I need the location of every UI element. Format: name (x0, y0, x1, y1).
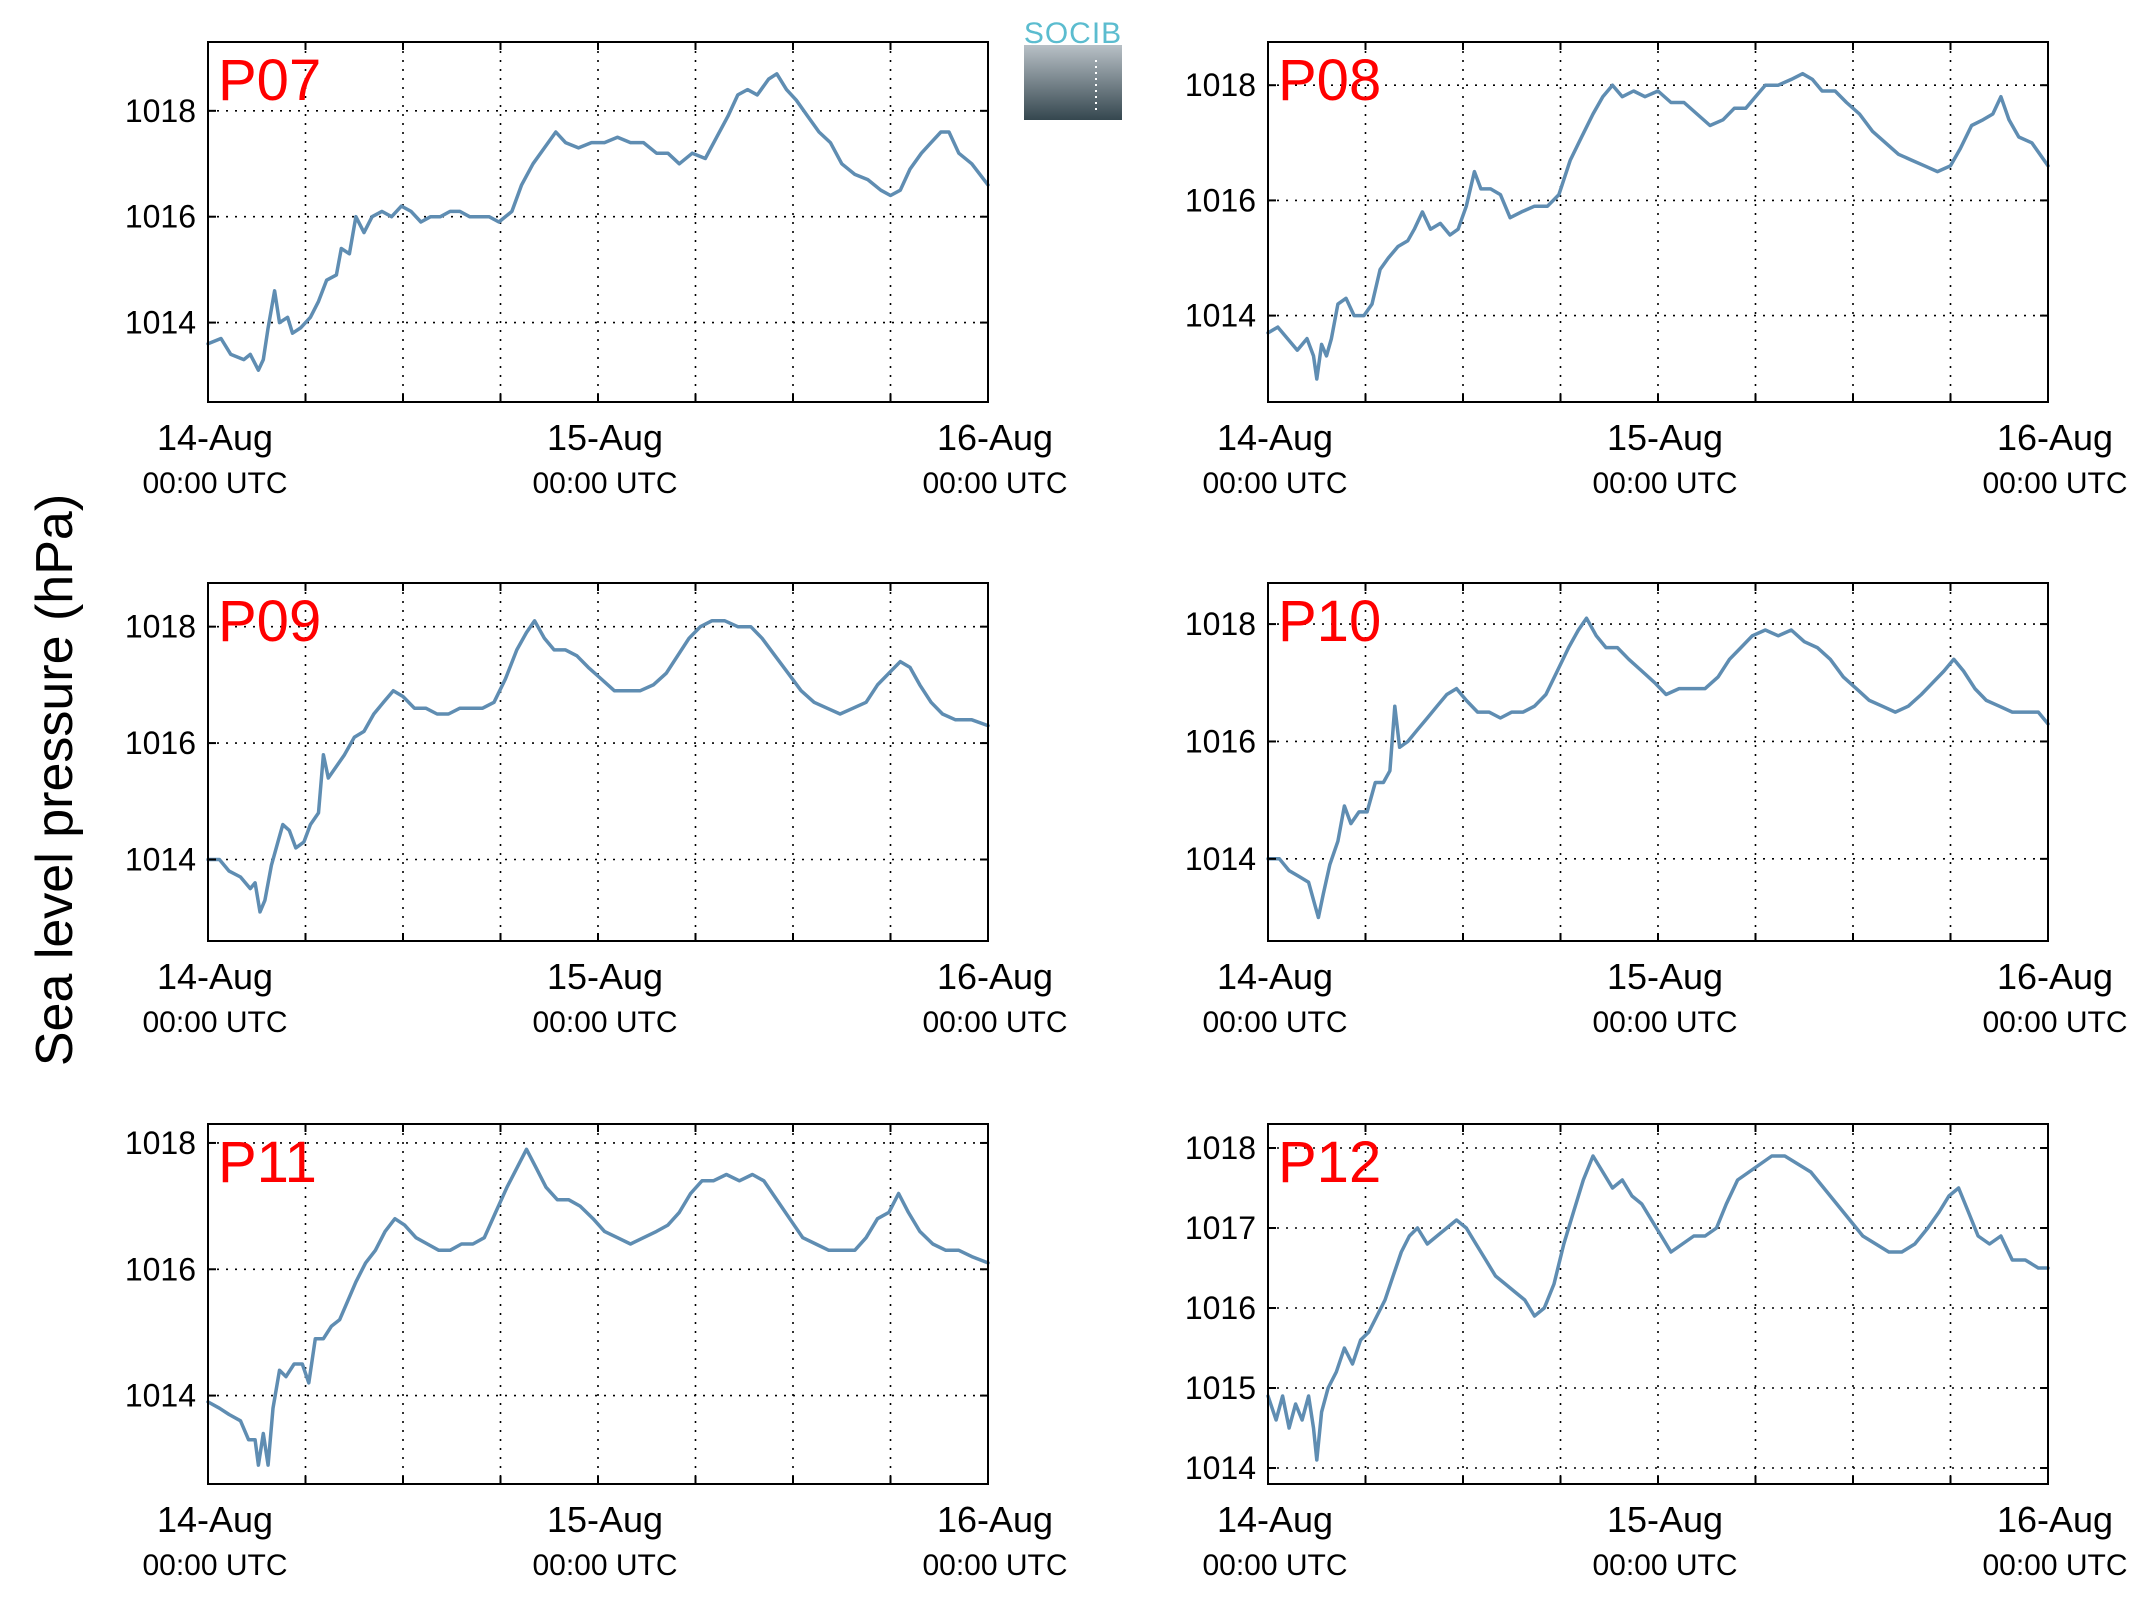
pressure-series-line (1266, 71, 2050, 381)
station-label: P08 (1278, 48, 1381, 113)
socib-logo: SOCIB (1024, 17, 1122, 120)
y-tick-label: 1014 (125, 842, 196, 878)
x-tick-time-label: 00:00 UTC (1202, 1549, 1347, 1582)
x-tick-date-label: 16-Aug (937, 417, 1053, 458)
x-tick-time-label: 00:00 UTC (1202, 467, 1347, 500)
station-label: P11 (218, 1130, 317, 1195)
chart-panel-p09: 1014 1016 1018 14-Aug 00:00 UTC 15-Aug 00:00 U… (125, 582, 1068, 1039)
socib-logo-panel (1024, 45, 1122, 120)
y-tick-label: 1015 (1185, 1370, 1256, 1406)
y-tick-label: 1016 (1185, 723, 1256, 759)
x-tick-time-label: 00:00 UTC (142, 467, 287, 500)
y-tick-label: 1017 (1185, 1210, 1256, 1246)
station-label: P10 (1278, 589, 1381, 654)
x-tick-date-label: 16-Aug (937, 1499, 1053, 1540)
x-tick-date-label: 14-Aug (157, 956, 273, 997)
x-tick-time-label: 00:00 UTC (922, 1549, 1067, 1582)
x-tick-time-label: 00:00 UTC (1592, 1006, 1737, 1039)
y-tick-label: 1016 (125, 199, 196, 235)
y-tick-label: 1016 (125, 1251, 196, 1287)
x-tick-time-label: 00:00 UTC (1202, 1006, 1347, 1039)
x-tick-time-label: 00:00 UTC (922, 467, 1067, 500)
x-tick-date-label: 16-Aug (1997, 417, 2113, 458)
x-tick-time-label: 00:00 UTC (1982, 467, 2127, 500)
station-label: P09 (218, 589, 321, 654)
pressure-series-line (1266, 1154, 2050, 1462)
station-label: P07 (218, 48, 321, 113)
x-tick-time-label: 00:00 UTC (142, 1549, 287, 1582)
y-tick-label: 1018 (125, 93, 196, 129)
x-tick-date-label: 16-Aug (937, 956, 1053, 997)
x-tick-date-label: 14-Aug (1217, 1499, 1333, 1540)
y-tick-label: 1014 (125, 305, 196, 341)
y-tick-label: 1014 (1185, 298, 1256, 334)
pressure-series-line (1266, 616, 2050, 920)
socib-logo-text: SOCIB (1024, 17, 1122, 50)
y-tick-label: 1016 (1185, 1290, 1256, 1326)
y-tick-label: 1018 (1185, 606, 1256, 642)
x-tick-date-label: 14-Aug (1217, 956, 1333, 997)
x-tick-time-label: 00:00 UTC (532, 1549, 677, 1582)
y-axis-label: Sea level pressure (hPa) (26, 494, 84, 1066)
chart-panel-p11: 1014 1016 1018 14-Aug 00:00 UTC 15-Aug 00:00 U… (125, 1123, 1068, 1582)
x-tick-date-label: 15-Aug (1607, 1499, 1723, 1540)
x-tick-time-label: 00:00 UTC (922, 1006, 1067, 1039)
chart-panel-p08: 1014 1016 1018 14-Aug 00:00 UTC 15-Aug 00:00 U… (1185, 41, 2128, 500)
y-tick-label: 1018 (125, 609, 196, 645)
x-tick-date-label: 15-Aug (547, 417, 663, 458)
x-tick-date-label: 14-Aug (1217, 417, 1333, 458)
chart-panel-p10: 1014 1016 1018 14-Aug 00:00 UTC 15-Aug 00:00 U… (1185, 582, 2128, 1039)
x-tick-date-label: 15-Aug (547, 956, 663, 997)
pressure-series-line (206, 619, 990, 914)
x-tick-date-label: 15-Aug (1607, 956, 1723, 997)
y-tick-label: 1018 (1185, 1130, 1256, 1166)
x-tick-time-label: 00:00 UTC (1982, 1549, 2127, 1582)
y-tick-label: 1014 (1185, 1450, 1256, 1486)
plot-frame (1267, 582, 2049, 942)
pressure-series-line (206, 72, 990, 372)
y-tick-label: 1016 (125, 725, 196, 761)
pressure-series-line (206, 1147, 990, 1467)
x-tick-date-label: 14-Aug (157, 417, 273, 458)
chart-panels: 1014 1016 1018 14-Aug 00:00 UTC 15-Aug 00:00 U… (125, 41, 2128, 1582)
y-tick-label: 1018 (1185, 67, 1256, 103)
x-tick-time-label: 00:00 UTC (1982, 1006, 2127, 1039)
x-tick-time-label: 00:00 UTC (532, 1006, 677, 1039)
x-tick-time-label: 00:00 UTC (1592, 467, 1737, 500)
x-tick-date-label: 14-Aug (157, 1499, 273, 1540)
y-tick-label: 1016 (1185, 182, 1256, 218)
station-label: P12 (1278, 1130, 1381, 1195)
x-tick-time-label: 00:00 UTC (142, 1006, 287, 1039)
x-tick-date-label: 15-Aug (1607, 417, 1723, 458)
chart-panel-p07: 1014 1016 1018 14-Aug 00:00 UTC 15-Aug 00:00 U… (125, 41, 1068, 500)
x-tick-time-label: 00:00 UTC (532, 467, 677, 500)
x-tick-date-label: 16-Aug (1997, 956, 2113, 997)
y-tick-label: 1014 (1185, 841, 1256, 877)
chart-panel-p12: 1014 1015 1016 1017 1018 14-Aug 00:00 UTC 15-Au… (1185, 1123, 2128, 1582)
x-tick-date-label: 15-Aug (547, 1499, 663, 1540)
x-tick-time-label: 00:00 UTC (1592, 1549, 1737, 1582)
y-tick-label: 1018 (125, 1125, 196, 1161)
x-tick-date-label: 16-Aug (1997, 1499, 2113, 1540)
y-tick-label: 1014 (125, 1378, 196, 1414)
